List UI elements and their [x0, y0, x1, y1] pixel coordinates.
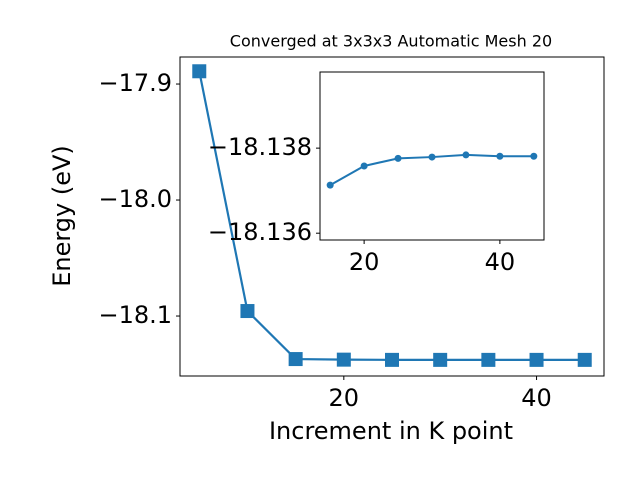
y-tick-label: −18.138: [208, 133, 312, 161]
marker: [385, 352, 399, 367]
x-tick-label: 20: [329, 384, 360, 412]
x-tick-label: 20: [349, 248, 380, 276]
x-tick-label: 40: [485, 248, 516, 276]
marker: [240, 304, 255, 319]
marker: [577, 352, 592, 367]
marker: [360, 162, 368, 170]
marker: [496, 152, 504, 160]
y-tick-label: −17.9: [98, 69, 172, 97]
y-tick-label: −18.1: [98, 301, 172, 329]
marker: [192, 64, 207, 79]
y-tick-label: −18.136: [208, 218, 312, 246]
marker: [481, 352, 496, 367]
marker: [394, 154, 402, 162]
y-tick-label: −18.0: [98, 185, 172, 213]
marker: [433, 352, 448, 367]
marker: [288, 352, 303, 367]
marker: [326, 181, 334, 189]
marker: [428, 153, 436, 161]
marker: [462, 151, 470, 159]
x-axis-label: Increment in K point: [269, 417, 513, 445]
marker: [529, 352, 544, 367]
chart-title: Converged at 3x3x3 Automatic Mesh 20: [230, 32, 552, 51]
marker: [336, 352, 351, 367]
marker: [530, 152, 538, 160]
x-tick-label: 40: [521, 384, 552, 412]
y-axis-label: Energy (eV): [48, 145, 76, 287]
